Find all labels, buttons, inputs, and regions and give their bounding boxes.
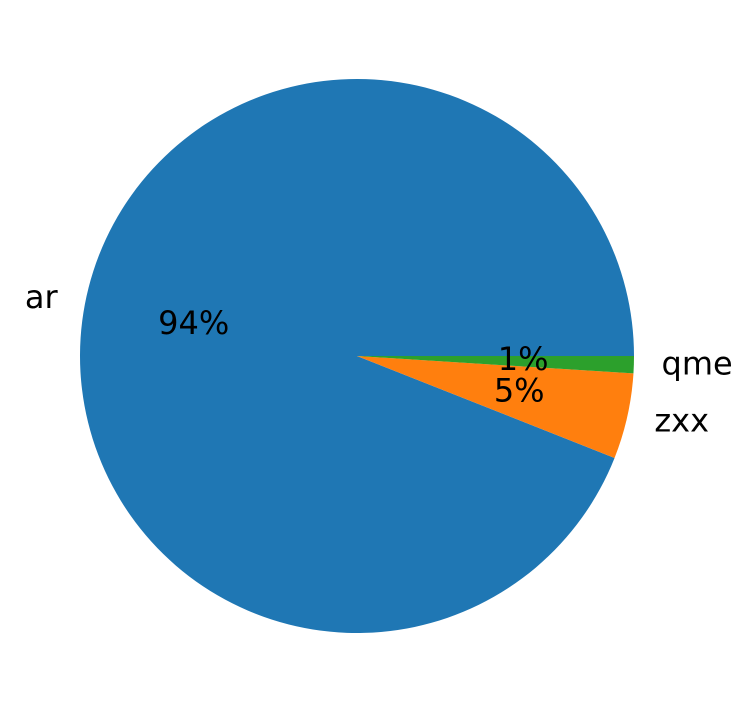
pie-slice	[357, 356, 634, 374]
slice-label: zxx	[654, 401, 709, 439]
pie-slice	[79, 79, 634, 634]
pct-label: 5%	[494, 371, 545, 409]
pct-label: 94%	[158, 304, 229, 342]
slice-label: ar	[25, 278, 59, 316]
slice-label: qme	[662, 345, 733, 383]
pie-slice	[357, 356, 634, 458]
pct-label: 1%	[498, 340, 549, 378]
